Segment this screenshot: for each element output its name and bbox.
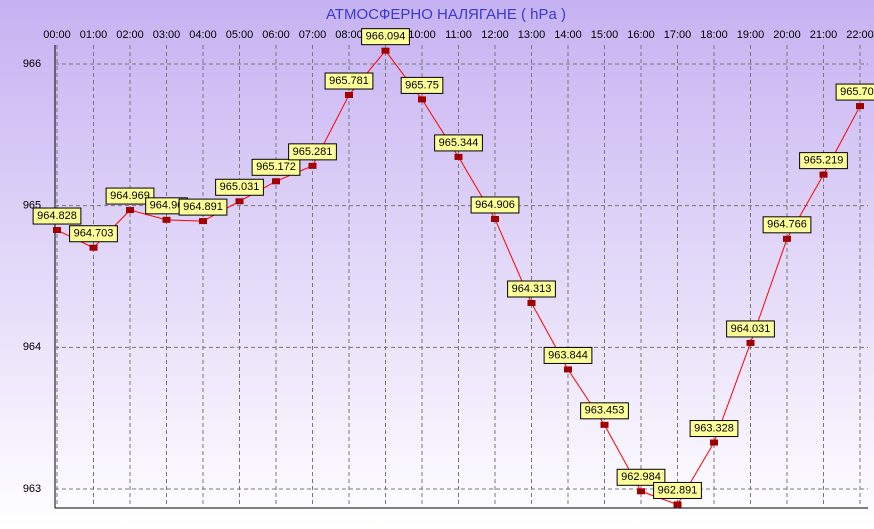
data-label: 965.172 [256,161,296,173]
marker [819,171,828,178]
x-tick-label: 21:00 [810,29,838,41]
data-label: 964.313 [512,283,552,295]
data-label: 964.703 [74,228,114,240]
x-tick-label: 15:00 [591,29,619,41]
x-tick-label: 00:00 [43,29,71,41]
data-label-box [69,225,118,243]
data-label: 965.703 [840,86,874,98]
marker [272,178,280,185]
data-label-box [178,198,228,216]
x-tick-label: 04:00 [189,29,217,41]
data-label: 964.90 [150,200,184,212]
marker [637,488,645,495]
marker [600,421,609,428]
marker [564,366,572,373]
data-label: 965.75 [405,79,439,91]
data-label-box [470,196,520,214]
chart-title: АТМОСФЕРНО НАЛЯГАНЕ ( hPa ) [326,6,566,23]
x-tick-label: 07:00 [299,29,327,41]
data-label-box [434,134,483,152]
data-label-box [580,402,629,420]
data-label-box [507,280,556,298]
data-label-box [288,143,337,161]
marker [162,216,171,223]
x-tick-label: 10:00 [408,29,436,41]
data-label-box [762,216,812,234]
marker [418,96,426,103]
marker [673,501,682,508]
x-tick-label: 06:00 [262,29,290,41]
marker [856,103,864,110]
marker [454,153,463,160]
marker [381,47,390,54]
marker [53,227,61,234]
x-tick-label: 05:00 [226,29,254,41]
data-label-box [105,187,155,205]
y-tick-label: 963 [23,483,41,495]
data-label-box [215,178,264,196]
data-label-box [689,420,739,438]
data-label: 965.781 [329,75,369,87]
marker [783,235,791,242]
data-label: 965.219 [804,155,844,167]
data-label-box [251,158,301,176]
data-label: 962.984 [621,471,661,483]
x-tick-label: 16:00 [627,29,655,41]
marker [527,299,536,306]
marker [199,218,207,225]
x-tick-label: 22:00 [846,29,874,41]
data-label: 964.969 [110,190,150,202]
marker [345,92,353,99]
data-label-box [653,481,702,499]
data-label: 966.094 [366,31,406,43]
data-label: 965.344 [439,137,479,149]
data-label: 965.031 [220,181,260,193]
data-label-box [361,28,410,46]
x-tick-label: 13:00 [518,29,546,41]
y-tick-label: 966 [23,58,41,70]
x-tick-label: 20:00 [773,29,801,41]
data-label: 964.766 [767,219,807,231]
data-label: 964.031 [731,323,771,335]
x-tick-label: 19:00 [737,29,765,41]
data-label-box [543,346,593,364]
x-tick-label: 02:00 [116,29,144,41]
data-label: 964.891 [183,201,223,213]
data-label-box [32,207,82,225]
x-tick-label: 11:00 [445,29,472,41]
marker [235,198,244,205]
marker [491,215,499,222]
data-label: 963.453 [585,405,625,417]
data-label: 962.891 [658,484,698,496]
data-label-box [799,152,848,170]
y-tick-label: 964 [23,341,41,353]
x-tick-label: 12:00 [481,29,509,41]
marker [746,339,755,346]
data-label: 963.844 [548,349,588,361]
data-label: 964.906 [475,199,515,211]
x-tick-label: 18:00 [700,29,728,41]
data-label-box [616,468,666,486]
marker [710,439,718,446]
data-label: 964.828 [37,210,77,222]
x-tick-label: 01:00 [80,29,108,41]
data-label-box [726,320,775,338]
x-tick-label: 14:00 [554,29,582,41]
marker [89,244,98,251]
x-tick-label: 03:00 [153,29,181,41]
data-label: 963.328 [694,422,734,434]
data-label: 965.281 [293,146,333,158]
marker [126,207,134,214]
x-tick-label: 08:00 [335,29,363,41]
data-label-box [324,72,374,90]
marker [308,162,317,169]
data-label-box [400,76,444,94]
data-label-box [835,83,874,101]
x-tick-label: 17:00 [664,29,692,41]
